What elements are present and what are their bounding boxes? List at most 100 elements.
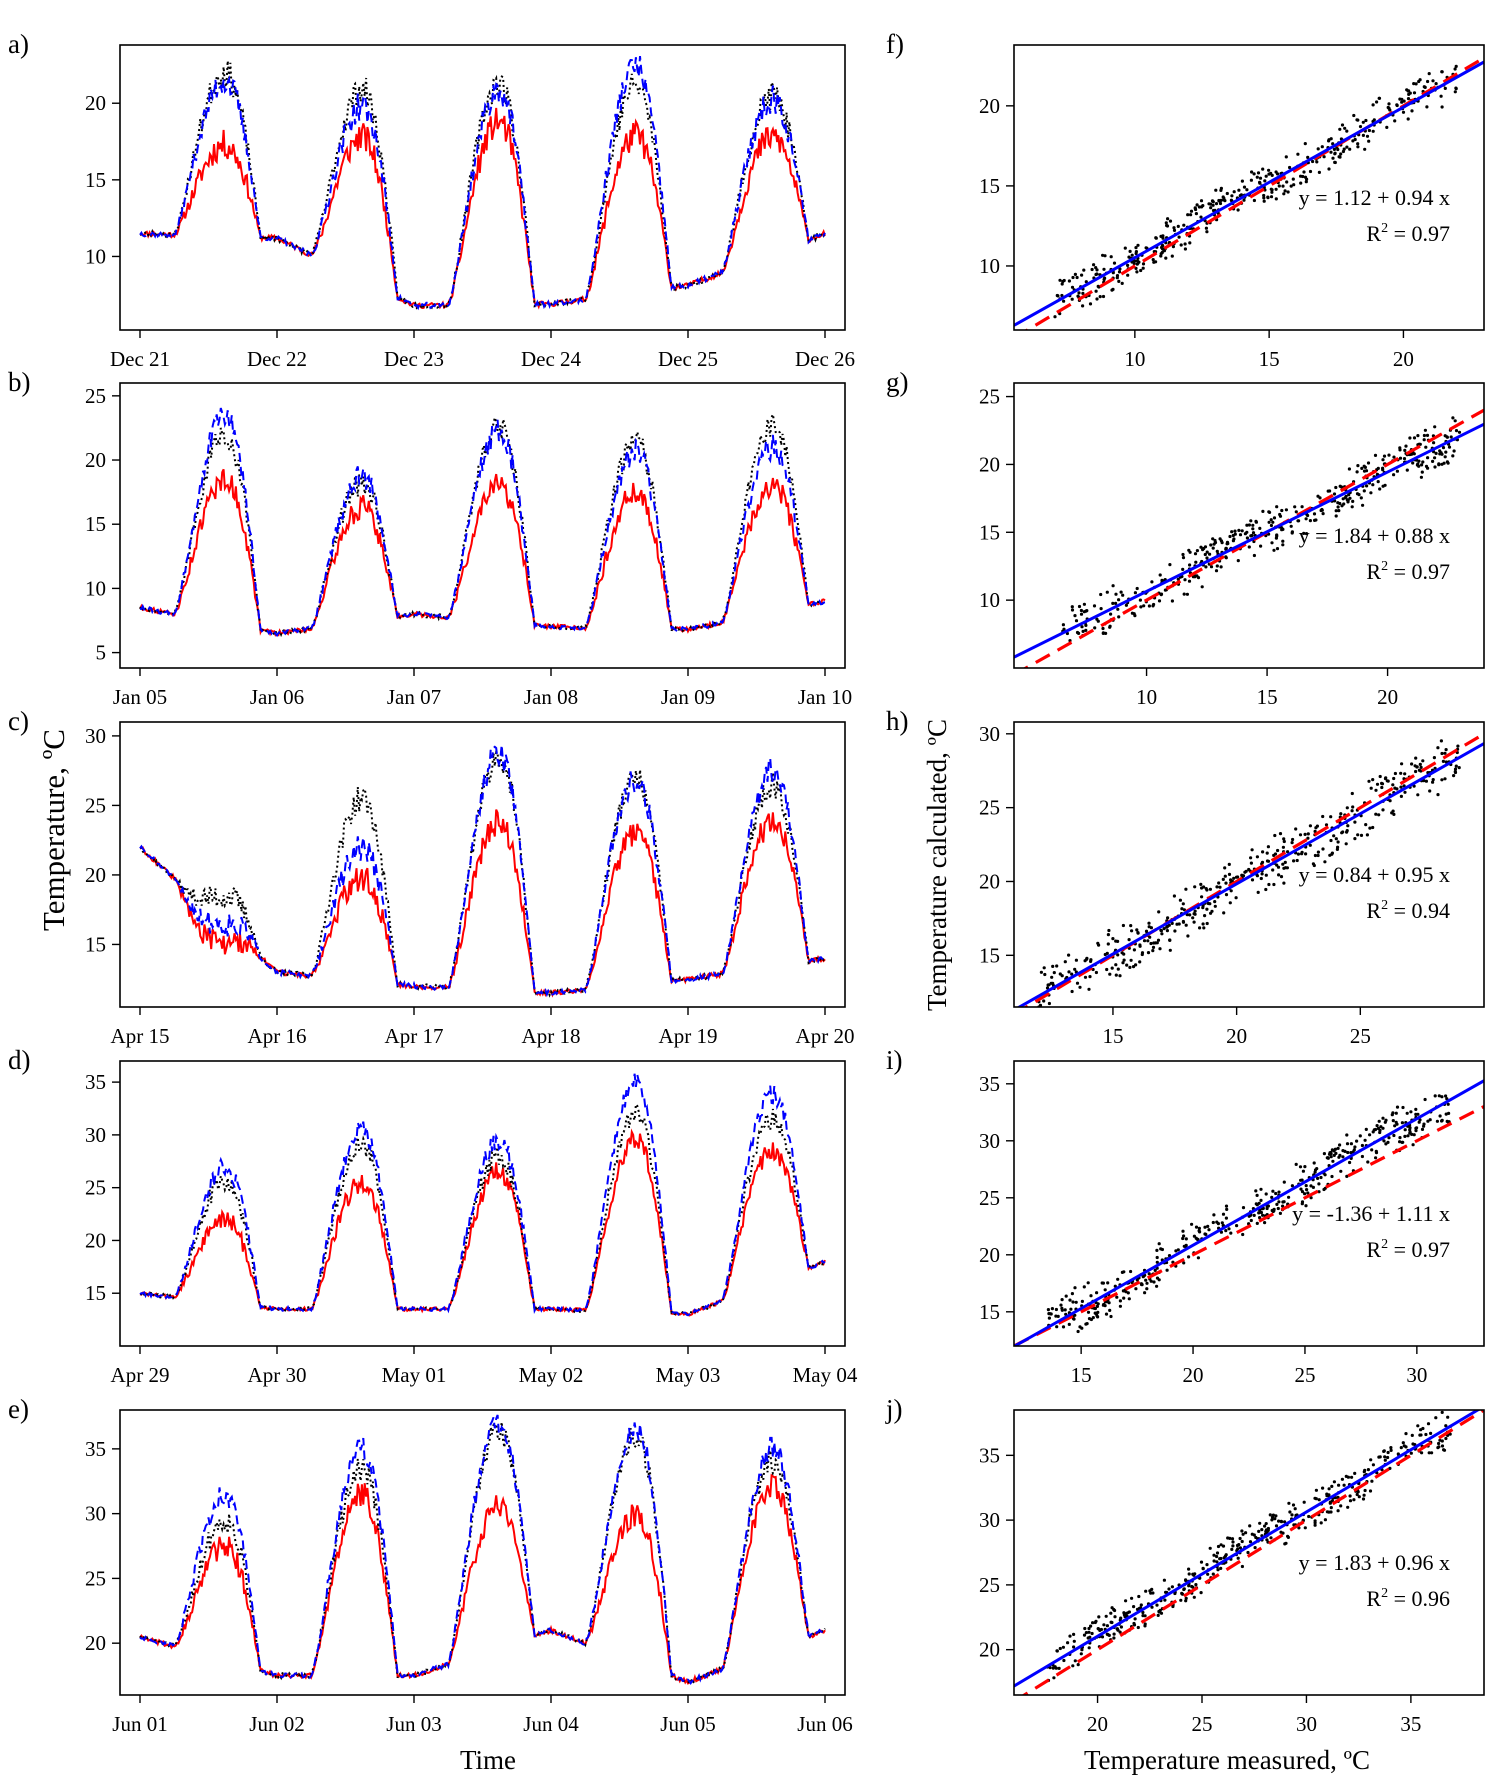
data-point — [1361, 120, 1365, 124]
data-point — [1205, 907, 1209, 911]
data-point — [1258, 181, 1262, 185]
data-point — [1213, 538, 1217, 543]
data-point — [1264, 174, 1268, 178]
data-point — [1437, 1445, 1441, 1449]
data-point — [1301, 1169, 1305, 1173]
data-point — [1334, 485, 1338, 490]
data-point — [1299, 1187, 1303, 1191]
data-point — [1165, 924, 1169, 929]
data-point — [1054, 1314, 1058, 1318]
plot-frame — [1013, 1409, 1485, 1696]
data-point — [1438, 452, 1442, 456]
data-point — [1105, 951, 1109, 956]
data-point — [1136, 261, 1140, 265]
data-point — [1424, 1432, 1428, 1437]
data-point — [1372, 118, 1376, 122]
data-point — [1456, 744, 1460, 748]
data-point — [1299, 181, 1303, 185]
data-point — [1336, 1509, 1340, 1513]
data-point — [1266, 1526, 1270, 1531]
data-point — [1403, 1134, 1407, 1138]
fit-equation: y = 1.83 + 0.96 x — [1299, 1550, 1450, 1575]
data-point — [1366, 461, 1371, 465]
data-point — [1436, 793, 1440, 797]
data-point — [1117, 270, 1122, 274]
data-point — [1272, 516, 1277, 520]
data-point — [1295, 858, 1299, 863]
data-point — [1399, 785, 1403, 789]
data-point — [1438, 1438, 1442, 1442]
data-point — [1306, 836, 1310, 840]
data-point — [1339, 152, 1343, 156]
data-point — [1114, 601, 1118, 606]
data-point — [1261, 167, 1265, 171]
data-point — [1183, 242, 1187, 246]
data-point — [1181, 902, 1185, 906]
data-point — [1182, 1234, 1186, 1238]
r-squared-superscript: 2 — [1381, 1237, 1388, 1252]
data-point — [1184, 1596, 1188, 1600]
data-point — [1345, 1133, 1349, 1137]
data-point — [1212, 1559, 1216, 1563]
data-point — [1197, 1226, 1201, 1230]
data-point — [1144, 1589, 1148, 1593]
data-point — [1453, 419, 1457, 423]
data-point — [1192, 1595, 1196, 1599]
data-point — [1060, 282, 1064, 286]
data-point — [1127, 938, 1131, 942]
time-panel-e: Jun 01 Jun 02 Jun 03 Jun 04 Jun 05 Jun 06 20 25… — [8, 1394, 853, 1736]
data-point — [1363, 1138, 1367, 1142]
data-point — [1083, 959, 1087, 963]
data-point — [1336, 840, 1340, 844]
data-point — [1403, 1128, 1407, 1132]
data-point — [1300, 1202, 1304, 1206]
data-point — [1132, 1623, 1137, 1627]
data-point — [1433, 766, 1437, 770]
data-point — [1301, 174, 1305, 179]
data-point — [1055, 964, 1059, 968]
data-point — [1234, 896, 1238, 900]
data-point — [1103, 276, 1107, 280]
data-point — [1367, 128, 1371, 133]
data-point — [1218, 201, 1223, 206]
data-point — [1172, 894, 1176, 898]
data-point — [1253, 1546, 1257, 1550]
x-tick-label: Jan 05 — [113, 685, 167, 709]
data-point — [1183, 247, 1187, 251]
x-tick-label: 15 — [1259, 347, 1280, 371]
data-point — [1257, 1529, 1261, 1533]
data-point — [1300, 505, 1304, 509]
data-point — [1275, 172, 1280, 176]
data-point — [1055, 1649, 1059, 1653]
data-point — [1160, 1247, 1164, 1252]
x-tick-label: 25 — [1192, 1712, 1213, 1736]
data-point — [1121, 1289, 1125, 1293]
data-point — [1362, 464, 1366, 468]
data-point — [1149, 926, 1153, 930]
data-point — [1394, 1111, 1398, 1115]
data-point — [1193, 885, 1197, 889]
data-point — [1299, 1178, 1303, 1182]
data-point — [1303, 142, 1307, 146]
data-point — [1061, 1325, 1066, 1329]
data-point — [1237, 188, 1241, 192]
data-point — [1330, 1174, 1334, 1179]
plot-frame — [119, 721, 846, 1008]
data-point — [1404, 444, 1408, 448]
data-point — [1418, 1433, 1422, 1437]
x-tick-label: Dec 24 — [521, 347, 582, 371]
x-tick-label: Jun 03 — [386, 1712, 441, 1736]
identity-line — [1022, 408, 1484, 668]
data-point — [1270, 1518, 1274, 1522]
data-point — [1395, 103, 1399, 108]
data-point — [1364, 469, 1369, 473]
data-point — [1329, 1510, 1333, 1514]
data-point — [1077, 291, 1081, 295]
series-line-dashed — [139, 56, 826, 311]
data-point — [1108, 624, 1112, 628]
data-point — [1111, 937, 1115, 941]
data-point — [1329, 150, 1333, 154]
data-point — [1238, 533, 1243, 537]
data-point — [1091, 1621, 1095, 1625]
data-point — [1228, 534, 1232, 539]
